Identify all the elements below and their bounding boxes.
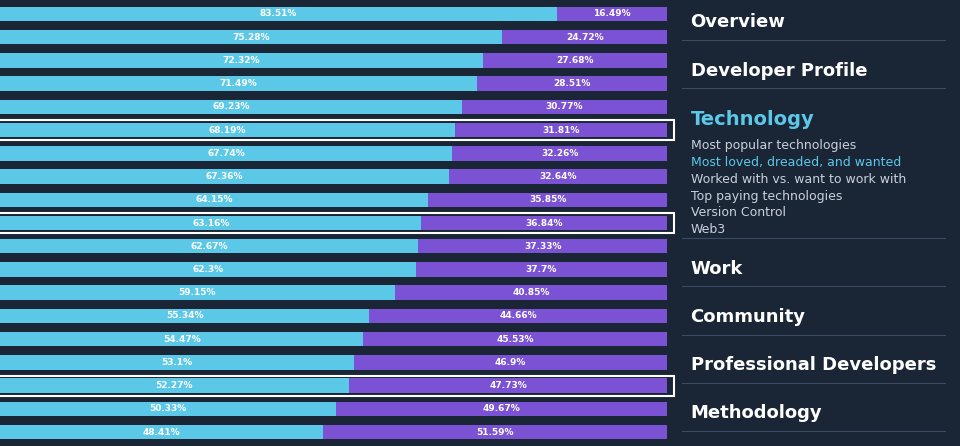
Bar <box>416 262 667 277</box>
Text: 83.51%: 83.51% <box>260 9 298 18</box>
Text: Most popular technologies: Most popular technologies <box>690 139 856 152</box>
Bar <box>455 123 667 137</box>
Text: Top paying technologies: Top paying technologies <box>690 190 842 202</box>
Text: 47.73%: 47.73% <box>489 381 527 390</box>
Text: 28.51%: 28.51% <box>553 79 590 88</box>
Text: Version Control: Version Control <box>690 206 785 219</box>
Bar <box>0 99 462 114</box>
Bar <box>0 402 336 416</box>
Text: 37.7%: 37.7% <box>526 265 557 274</box>
Bar <box>354 355 667 370</box>
Bar <box>0 239 419 253</box>
Text: 27.68%: 27.68% <box>556 56 593 65</box>
Bar <box>0 146 452 161</box>
Bar <box>0 76 477 91</box>
Bar <box>370 309 667 323</box>
Bar <box>348 378 667 393</box>
Text: Work: Work <box>690 260 743 277</box>
Text: 55.34%: 55.34% <box>166 311 204 320</box>
Bar <box>0 378 348 393</box>
Text: 50.33%: 50.33% <box>149 405 186 413</box>
Bar <box>462 99 667 114</box>
Bar <box>0 285 395 300</box>
Bar <box>0 309 370 323</box>
Bar <box>428 193 667 207</box>
Bar <box>421 216 667 230</box>
Text: 30.77%: 30.77% <box>546 102 584 112</box>
Text: 48.41%: 48.41% <box>143 428 180 437</box>
Text: 37.33%: 37.33% <box>524 242 562 251</box>
Text: Professional Developers: Professional Developers <box>690 356 936 374</box>
Bar <box>0 7 557 21</box>
Text: 24.72%: 24.72% <box>566 33 604 41</box>
Bar <box>364 332 667 347</box>
Text: 46.9%: 46.9% <box>495 358 526 367</box>
Text: 64.15%: 64.15% <box>195 195 232 204</box>
Text: 31.81%: 31.81% <box>542 126 580 135</box>
Text: Technology: Technology <box>690 110 814 129</box>
Bar <box>502 30 667 44</box>
Bar <box>0 53 483 68</box>
Text: 35.85%: 35.85% <box>529 195 566 204</box>
Text: 63.16%: 63.16% <box>192 219 229 227</box>
Text: Developer Profile: Developer Profile <box>690 62 867 79</box>
Text: Web3: Web3 <box>690 223 726 236</box>
Bar <box>0 425 323 439</box>
Text: 68.19%: 68.19% <box>208 126 246 135</box>
Text: Overview: Overview <box>690 13 785 31</box>
Bar <box>483 53 667 68</box>
Bar <box>419 239 667 253</box>
Text: 59.15%: 59.15% <box>179 288 216 297</box>
Text: Worked with vs. want to work with: Worked with vs. want to work with <box>690 173 906 186</box>
Text: Community: Community <box>690 308 805 326</box>
Bar <box>0 216 421 230</box>
Text: 53.1%: 53.1% <box>161 358 193 367</box>
Bar <box>323 425 667 439</box>
Text: 16.49%: 16.49% <box>593 9 631 18</box>
Bar <box>336 402 667 416</box>
Text: 51.59%: 51.59% <box>476 428 514 437</box>
Text: 32.64%: 32.64% <box>540 172 577 181</box>
Text: 67.36%: 67.36% <box>206 172 244 181</box>
Bar <box>395 285 667 300</box>
Text: 52.27%: 52.27% <box>156 381 193 390</box>
Bar <box>557 7 667 21</box>
Bar <box>0 332 364 347</box>
Bar <box>477 76 667 91</box>
Bar <box>0 30 502 44</box>
Text: 69.23%: 69.23% <box>212 102 250 112</box>
Text: Most loved, dreaded, and wanted: Most loved, dreaded, and wanted <box>690 156 900 169</box>
Text: Methodology: Methodology <box>690 404 823 422</box>
Bar <box>452 146 667 161</box>
Bar <box>0 355 354 370</box>
Text: 32.26%: 32.26% <box>540 149 578 158</box>
Text: 62.3%: 62.3% <box>192 265 224 274</box>
Text: 67.74%: 67.74% <box>207 149 245 158</box>
Bar <box>0 123 455 137</box>
Text: 62.67%: 62.67% <box>190 242 228 251</box>
Bar <box>0 193 428 207</box>
Bar <box>449 169 667 184</box>
Text: 49.67%: 49.67% <box>483 405 520 413</box>
Text: 75.28%: 75.28% <box>232 33 270 41</box>
Text: 36.84%: 36.84% <box>525 219 564 227</box>
Text: 71.49%: 71.49% <box>220 79 257 88</box>
Bar <box>0 169 449 184</box>
Text: 40.85%: 40.85% <box>513 288 550 297</box>
Bar <box>0 262 416 277</box>
Text: 44.66%: 44.66% <box>499 311 537 320</box>
Text: 45.53%: 45.53% <box>496 334 534 344</box>
Text: 54.47%: 54.47% <box>163 334 201 344</box>
Text: 72.32%: 72.32% <box>223 56 260 65</box>
